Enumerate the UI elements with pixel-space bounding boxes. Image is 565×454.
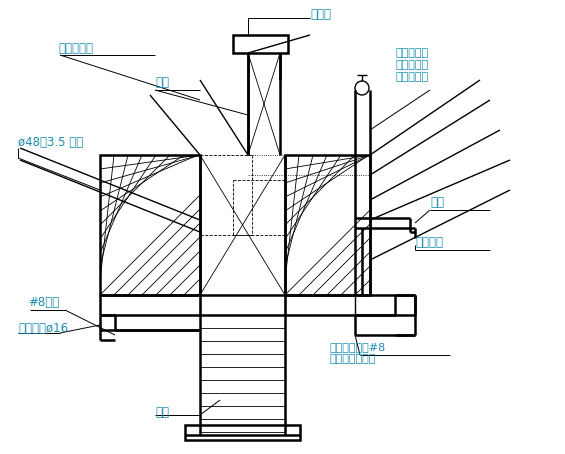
- Bar: [285, 155, 370, 295]
- Text: 落差保护器: 落差保护器: [58, 41, 93, 54]
- Bar: [233, 35, 288, 53]
- Text: #8槽钢: #8槽钢: [28, 296, 59, 310]
- Bar: [185, 425, 300, 440]
- Text: 双头螺栓ø16: 双头螺栓ø16: [18, 321, 68, 335]
- Text: 钢柱: 钢柱: [155, 405, 169, 419]
- Text: ø48＊3.5 钢管: ø48＊3.5 钢管: [18, 137, 83, 149]
- Text: 脚手板两端与#8
槽钢用铅丝扎紧: 脚手板两端与#8 槽钢用铅丝扎紧: [330, 342, 386, 364]
- Text: 绳梯: 绳梯: [155, 77, 169, 89]
- Text: 施工人员: 施工人员: [415, 237, 443, 250]
- Text: 安全带: 安全带: [310, 9, 331, 21]
- Bar: [100, 155, 200, 295]
- Text: 电焊: 电焊: [430, 197, 444, 209]
- Text: 大钢管套小
钢管组成活
动栏杆立杆: 大钢管套小 钢管组成活 动栏杆立杆: [395, 49, 428, 82]
